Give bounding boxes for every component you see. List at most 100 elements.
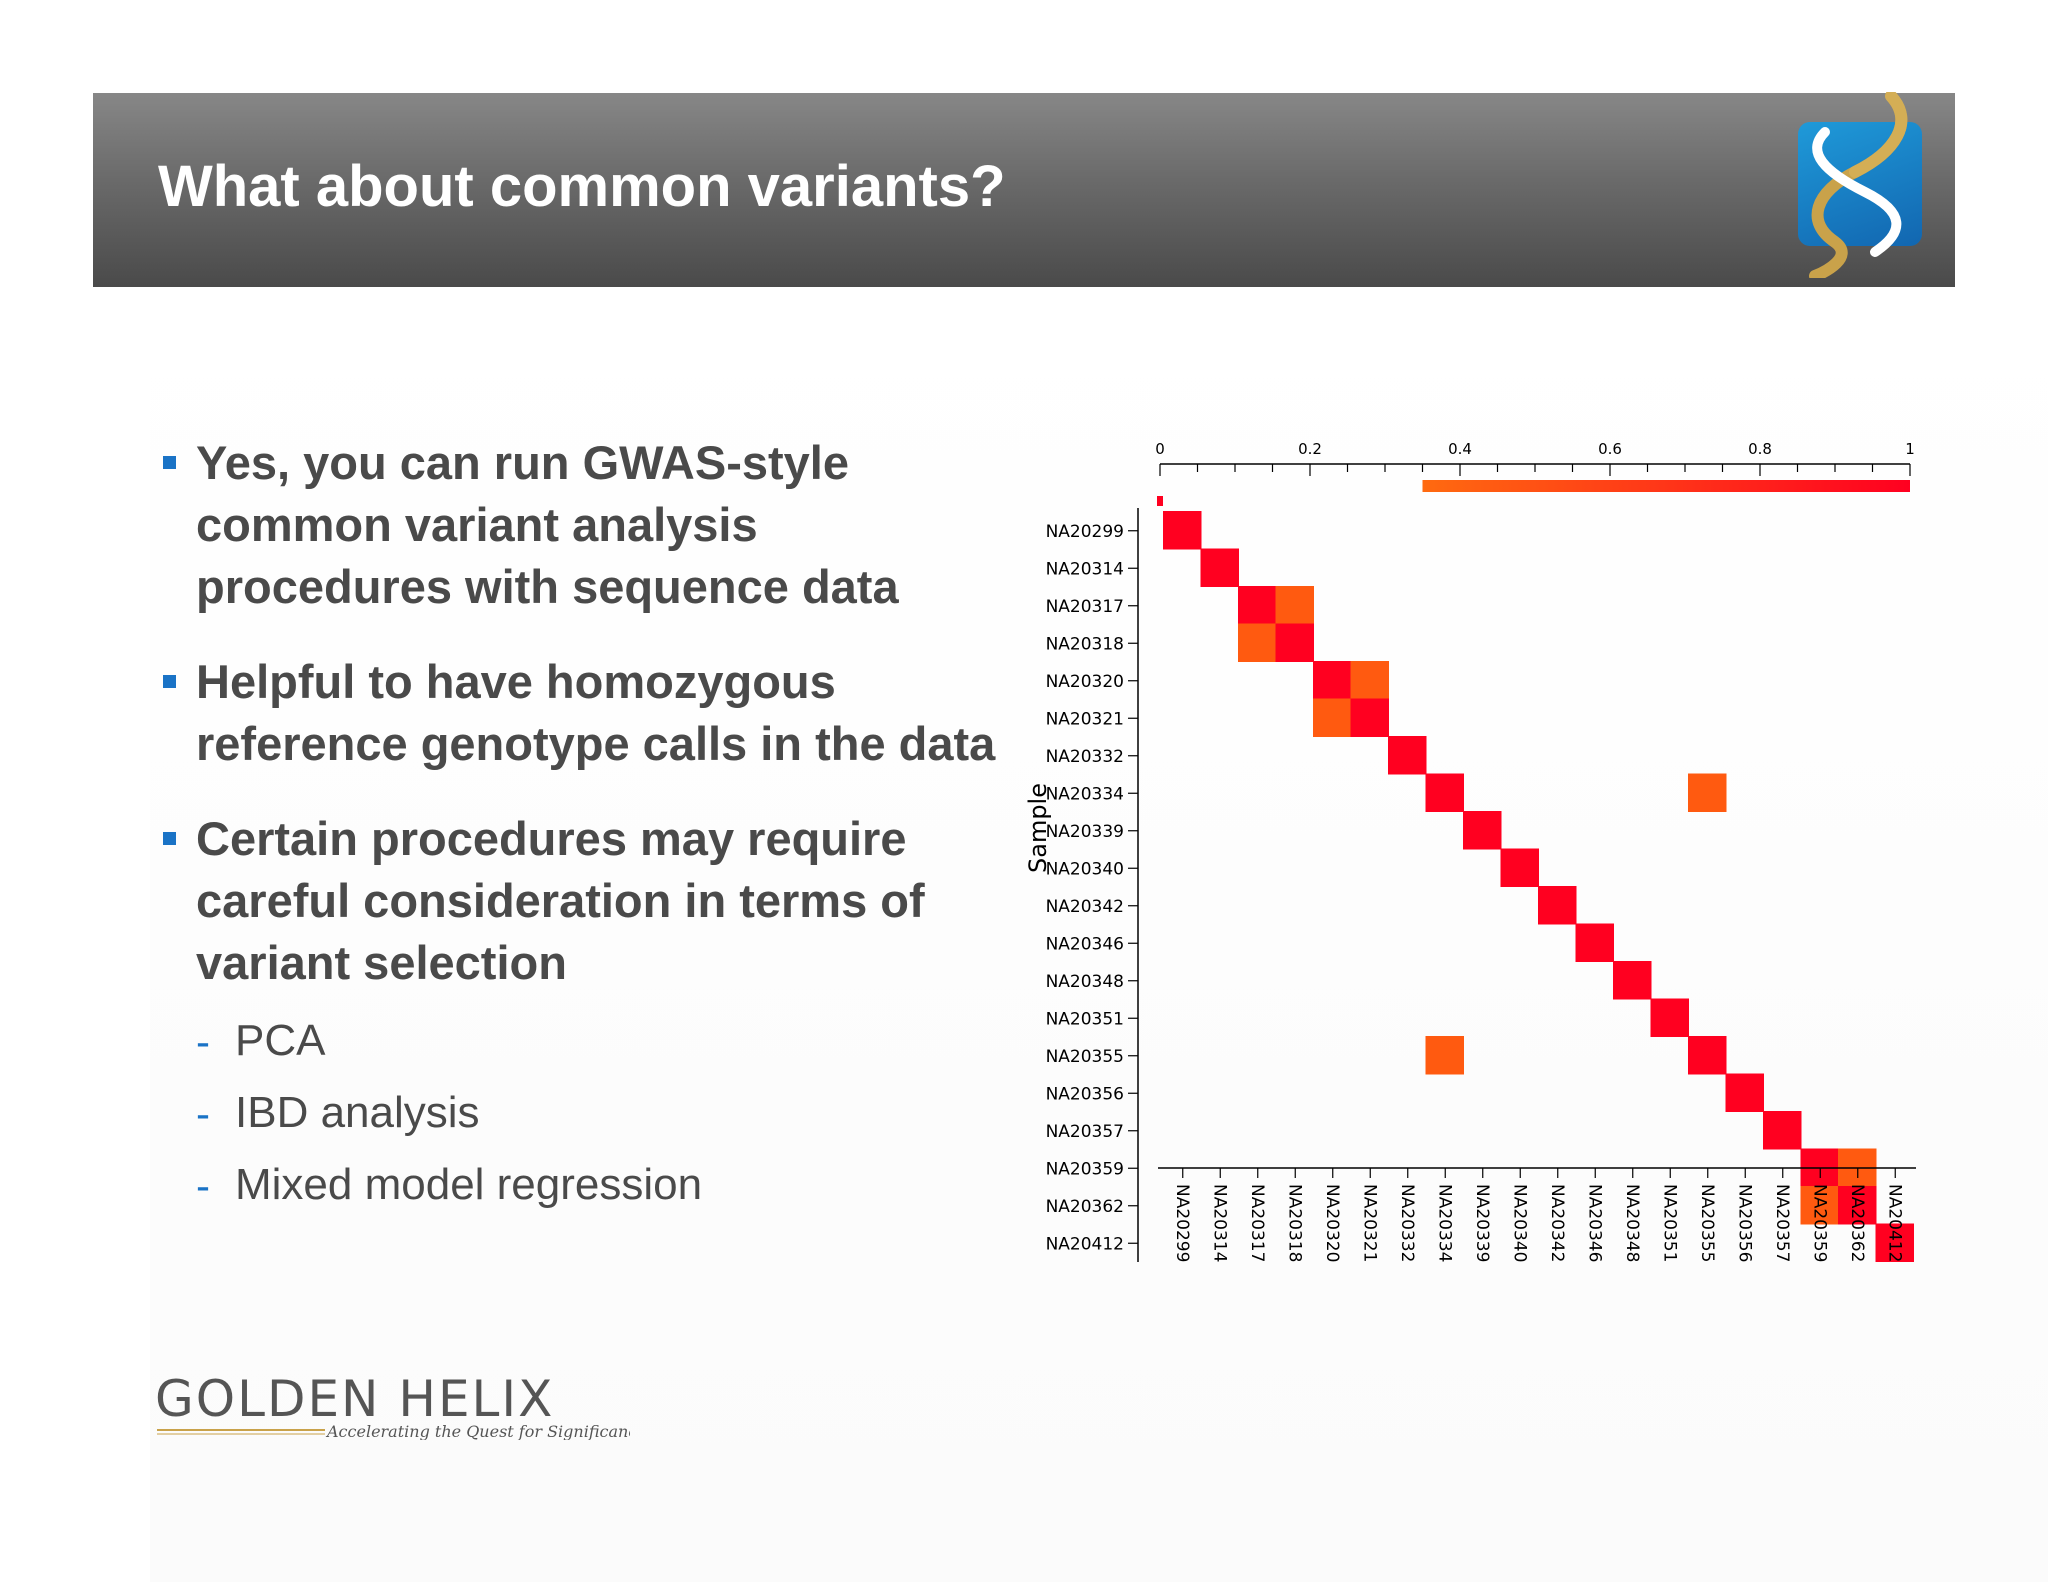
heatmap-cell [1613, 961, 1652, 1000]
bullet-text: Helpful to have homozygous reference gen… [196, 655, 996, 770]
relatedness-heatmap: 0 0.2 0.4 0.6 0.8 1 NA20299 NA20314 NA20317 NA203… [1024, 440, 1916, 1262]
bullet-list: Yes, you can run GWAS-style common varia… [155, 432, 1000, 1221]
y-tick-label: NA20356 [1046, 1084, 1124, 1104]
slide-background [150, 300, 2048, 1582]
y-tick-label: NA20332 [1046, 747, 1124, 767]
x-tick-label: NA20346 [1584, 1184, 1604, 1262]
golden-helix-dna-icon [1809, 92, 1908, 278]
y-tick-label: NA20317 [1046, 597, 1124, 617]
x-tick-label: NA20332 [1397, 1184, 1417, 1262]
x-tick-label: NA20351 [1659, 1184, 1679, 1262]
bullet-item: Yes, you can run GWAS-style common varia… [155, 432, 1000, 618]
heatmap-cell [1688, 773, 1727, 812]
y-tick-label: NA20351 [1046, 1009, 1124, 1029]
x-tick-label: NA20357 [1772, 1184, 1792, 1262]
y-tick-label: NA20299 [1046, 522, 1124, 542]
colorbar-tick-label: 0.6 [1598, 440, 1622, 458]
heatmap-cell [1313, 698, 1352, 737]
heatmap-cell [1463, 811, 1502, 850]
sub-bullet-text: IBD analysis [235, 1088, 480, 1137]
y-axis-label: Sample [1024, 783, 1052, 873]
y-tick-label: NA20334 [1046, 784, 1124, 804]
heatmap-cell [1650, 998, 1689, 1037]
y-tick-label: NA20355 [1046, 1047, 1124, 1067]
x-tick-label: NA20321 [1359, 1184, 1379, 1262]
sub-bullet-text: PCA [235, 1016, 326, 1065]
logo-tagline: Accelerating the Quest for Significance™ [325, 1422, 630, 1440]
logo-wordmark: GOLDEN HELIX [155, 1370, 554, 1428]
x-tick-label: NA20362 [1847, 1184, 1867, 1262]
heatmap-cell [1763, 1111, 1802, 1150]
heatmap-cell [1275, 623, 1314, 662]
bullet-text: Yes, you can run GWAS-style common varia… [196, 436, 899, 613]
bullet-marker-icon [163, 675, 176, 688]
sub-bullet-item: - Mixed model regression [155, 1149, 1000, 1221]
heatmap-cell [1200, 548, 1239, 587]
colorbar-tick-label: 1 [1905, 440, 1915, 458]
sub-bullet-list: - PCA - IBD analysis - Mixed model regre… [155, 1005, 1000, 1221]
heatmap-cell [1800, 1186, 1839, 1225]
x-tick-label: NA20314 [1209, 1184, 1229, 1262]
x-tick-label: NA20355 [1697, 1184, 1717, 1262]
colorbar-low-marker [1157, 496, 1163, 506]
heatmap-cell [1575, 923, 1614, 962]
heatmap-cell [1350, 698, 1389, 737]
bullet-text: Certain procedures may require careful c… [196, 812, 925, 989]
x-tick-label: NA20356 [1734, 1184, 1754, 1262]
sub-bullet-text: Mixed model regression [235, 1160, 703, 1209]
y-tick-label: NA20342 [1046, 897, 1124, 917]
x-tick-label: NA20340 [1509, 1184, 1529, 1262]
y-tick-label: NA20348 [1046, 972, 1124, 992]
golden-helix-logo: GOLDEN HELIX Accelerating the Quest for … [155, 1370, 630, 1440]
dash-marker-icon: - [196, 1090, 210, 1137]
x-tick-label: NA20412 [1884, 1184, 1904, 1262]
heatmap-cell [1163, 511, 1202, 550]
y-tick-label: NA20357 [1046, 1122, 1124, 1142]
bullet-item: Helpful to have homozygous reference gen… [155, 651, 1000, 775]
x-tick-label: NA20342 [1547, 1184, 1567, 1262]
sub-bullet-item: - IBD analysis [155, 1077, 1000, 1149]
y-tick-label: NA20320 [1046, 672, 1124, 692]
colorbar-gradient [1422, 480, 1910, 492]
bullet-marker-icon [163, 832, 176, 845]
y-tick-label: NA20339 [1046, 822, 1124, 842]
bullet-marker-icon [163, 456, 176, 469]
sub-bullet-item: - PCA [155, 1005, 1000, 1077]
page-title: What about common variants? [158, 154, 1006, 219]
heatmap-cell [1688, 1036, 1727, 1075]
x-tick-label: NA20299 [1172, 1184, 1192, 1262]
x-tick-label: NA20318 [1284, 1184, 1304, 1262]
heatmap-cell [1350, 661, 1389, 700]
x-tick-label: NA20317 [1247, 1184, 1267, 1262]
x-tick-label: NA20359 [1809, 1184, 1829, 1262]
heatmap-cell [1838, 1186, 1877, 1225]
dash-marker-icon: - [196, 1018, 210, 1065]
y-tick-label: NA20359 [1046, 1159, 1124, 1179]
bullet-item: Certain procedures may require careful c… [155, 808, 1000, 994]
y-tick-label: NA20340 [1046, 859, 1124, 879]
heatmap-cell [1538, 886, 1577, 925]
x-tick-label: NA20348 [1622, 1184, 1642, 1262]
heatmap-cell [1238, 586, 1277, 625]
heatmap-cell [1425, 773, 1464, 812]
dash-marker-icon: - [196, 1162, 210, 1209]
y-tick-label: NA20412 [1046, 1234, 1124, 1254]
heatmap-cell [1500, 848, 1539, 887]
colorbar-tick-label: 0.4 [1448, 440, 1472, 458]
colorbar-tick-label: 0.8 [1748, 440, 1772, 458]
heatmap-cell [1725, 1073, 1764, 1112]
heatmap-cell [1875, 1223, 1914, 1262]
x-tick-label: NA20339 [1472, 1184, 1492, 1262]
y-tick-label: NA20321 [1046, 709, 1124, 729]
y-tick-label: NA20314 [1046, 559, 1124, 579]
heatmap-cell [1425, 1036, 1464, 1075]
colorbar-tick-label: 0 [1155, 440, 1165, 458]
y-tick-label: NA20346 [1046, 934, 1124, 954]
heatmap-cell [1275, 586, 1314, 625]
heatmap-cell [1238, 623, 1277, 662]
title-bar: What about common variants? [93, 93, 1955, 287]
y-tick-label: NA20362 [1046, 1197, 1124, 1217]
y-tick-label: NA20318 [1046, 634, 1124, 654]
heatmap-cell [1388, 736, 1427, 775]
x-tick-label: NA20334 [1434, 1184, 1454, 1262]
